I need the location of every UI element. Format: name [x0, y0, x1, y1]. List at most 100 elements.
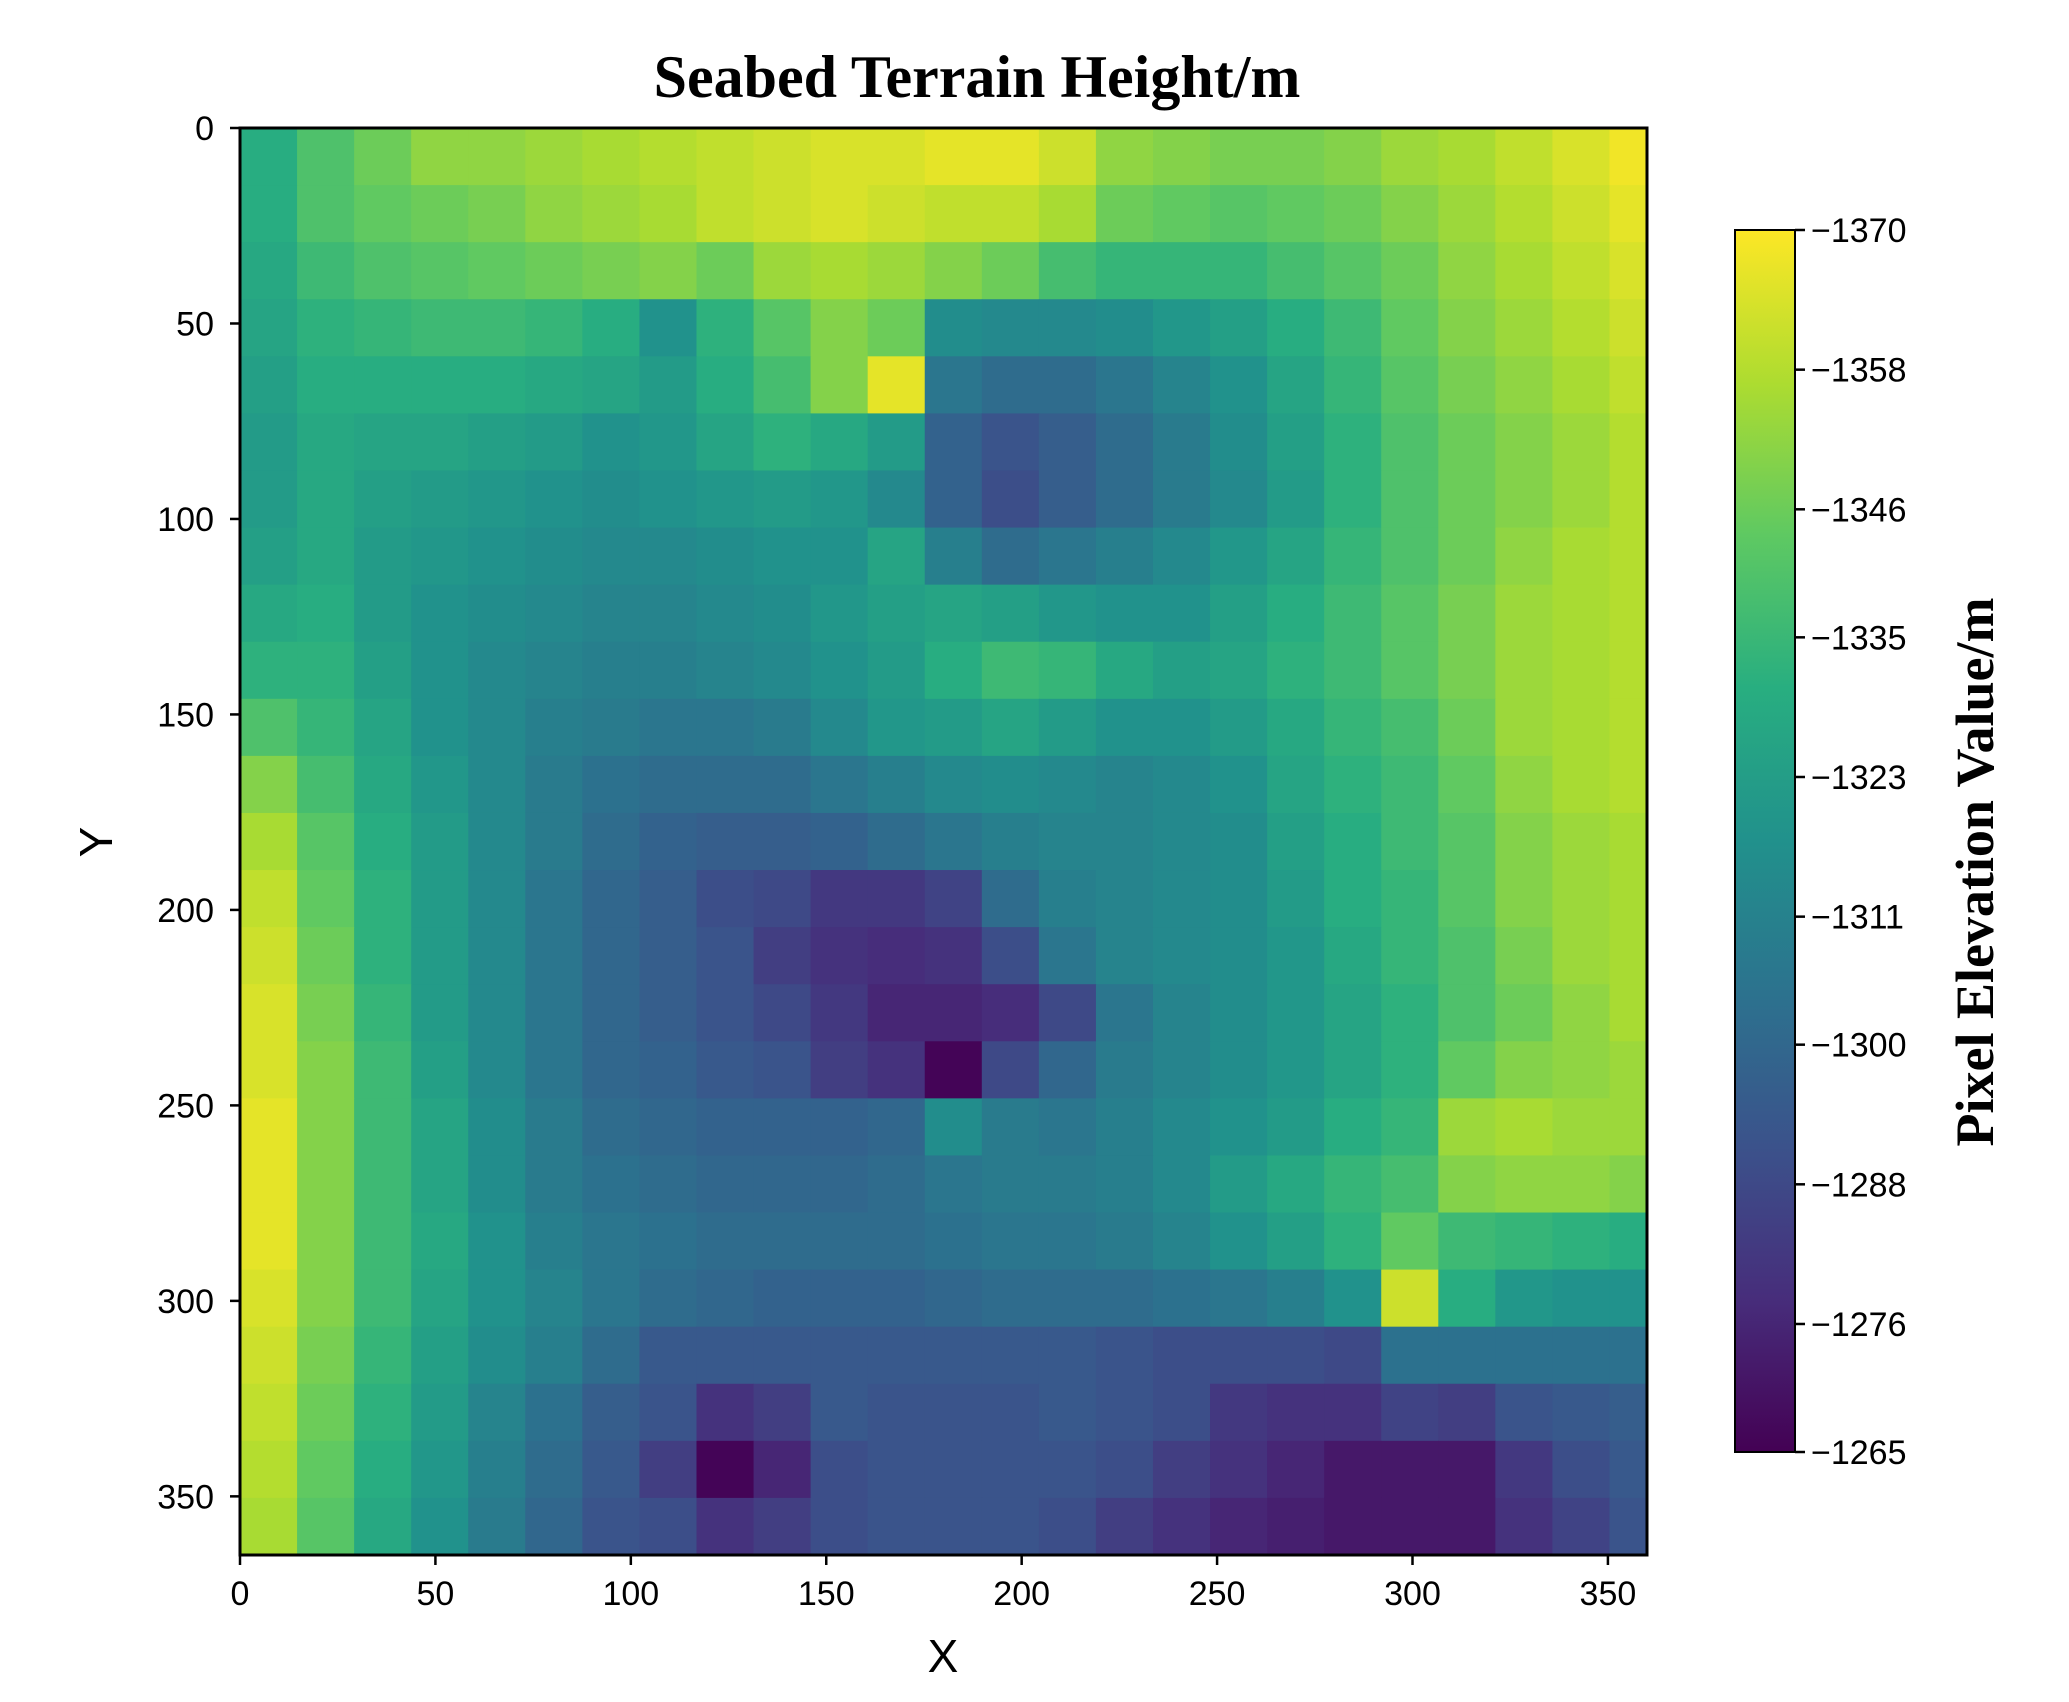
heatmap-cell: [1609, 299, 1648, 357]
heatmap-cell: [1038, 1155, 1097, 1214]
heatmap-cell: [981, 641, 1040, 700]
heatmap-cell: [468, 641, 526, 700]
heatmap-cell: [525, 1326, 583, 1385]
heatmap-cell: [1552, 299, 1611, 357]
heatmap-cell: [1095, 413, 1154, 472]
heatmap-cell: [639, 1041, 698, 1099]
heatmap-cell: [1152, 413, 1211, 472]
heatmap-cell: [582, 1326, 641, 1385]
heatmap-cell: [1552, 984, 1611, 1042]
y-tick-label: 200: [157, 892, 214, 930]
heatmap-cell: [639, 755, 698, 814]
heatmap-cell: [981, 1497, 1040, 1556]
heatmap-cell: [411, 242, 469, 300]
heatmap-cell: [810, 584, 869, 643]
heatmap-cell: [867, 413, 926, 472]
heatmap-cell: [696, 1497, 755, 1556]
heatmap-cell: [525, 1440, 583, 1499]
heatmap-cell: [1324, 185, 1382, 243]
heatmap-cell: [981, 1326, 1040, 1385]
heatmap-cell: [1438, 185, 1496, 243]
heatmap-cell: [468, 1497, 526, 1556]
heatmap-cell: [411, 641, 469, 700]
heatmap-cell: [867, 1269, 926, 1328]
heatmap-cell: [1267, 1098, 1325, 1157]
heatmap-cell: [924, 1212, 983, 1271]
heatmap-cell: [1210, 128, 1268, 186]
heatmap-cell: [696, 1155, 755, 1214]
heatmap-cell: [411, 1383, 469, 1442]
heatmap-cell: [1095, 1041, 1154, 1099]
heatmap-cell: [1210, 1098, 1268, 1157]
heatmap-cell: [981, 242, 1040, 300]
heatmap-cell: [639, 1212, 698, 1271]
heatmap-cell: [1267, 470, 1325, 529]
heatmap-cell: [240, 1155, 298, 1214]
heatmap-cell: [240, 984, 298, 1042]
heatmap-cell: [582, 1155, 641, 1214]
heatmap-cell: [639, 1326, 698, 1385]
heatmap-cell: [411, 413, 469, 472]
heatmap-cell: [1152, 698, 1211, 757]
heatmap-cell: [297, 527, 355, 586]
heatmap-cell: [354, 527, 412, 586]
heatmap-cell: [1324, 1269, 1382, 1328]
heatmap-cell: [1438, 1383, 1496, 1442]
heatmap-cell: [1609, 356, 1648, 414]
heatmap-cell: [240, 356, 298, 414]
heatmap-cell: [1552, 641, 1611, 700]
heatmap-cell: [1552, 1326, 1611, 1385]
heatmap-cell: [1267, 698, 1325, 757]
heatmap-cell: [867, 1497, 926, 1556]
colorbar-tick-label: −1288: [1811, 1166, 1907, 1204]
heatmap-cell: [297, 1155, 355, 1214]
heatmap-cell: [1152, 984, 1211, 1042]
heatmap-cell: [924, 185, 983, 243]
heatmap-cell: [924, 1098, 983, 1157]
heatmap-cell: [468, 1098, 526, 1157]
heatmap-cell: [240, 1269, 298, 1328]
heatmap-cell: [240, 1098, 298, 1157]
heatmap-cell: [354, 470, 412, 529]
heatmap-cell: [1495, 356, 1554, 414]
heatmap-cell: [1495, 584, 1554, 643]
heatmap-cell: [1552, 1212, 1611, 1271]
heatmap-cell: [1495, 1383, 1554, 1442]
heatmap-cell: [1381, 242, 1439, 300]
heatmap-cell: [924, 356, 983, 414]
heatmap-cell: [354, 698, 412, 757]
heatmap-cell: [981, 185, 1040, 243]
heatmap-cell: [810, 984, 869, 1042]
heatmap-cell: [1038, 1269, 1097, 1328]
heatmap-cell: [240, 812, 298, 871]
heatmap-cell: [1552, 1383, 1611, 1442]
heatmap-cell: [1038, 413, 1097, 472]
heatmap-cell: [1267, 755, 1325, 814]
heatmap-cell: [411, 1155, 469, 1214]
heatmap-cell: [525, 1155, 583, 1214]
heatmap-cell: [810, 1440, 869, 1499]
heatmap-cell: [981, 527, 1040, 586]
heatmap-cell: [411, 1326, 469, 1385]
heatmap-cell: [1095, 1098, 1154, 1157]
heatmap-cell: [468, 1155, 526, 1214]
heatmap-cell: [1038, 299, 1097, 357]
heatmap-cell: [1324, 128, 1382, 186]
plot-frame: [238, 126, 1649, 1557]
heatmap-cell: [240, 755, 298, 814]
heatmap-cell: [1210, 984, 1268, 1042]
heatmap-cell: [696, 812, 755, 871]
colorbar: [1734, 229, 1796, 1453]
heatmap-cell: [1495, 128, 1554, 186]
heatmap-cell: [696, 527, 755, 586]
heatmap-cell: [1267, 1497, 1325, 1556]
heatmap-cell: [1609, 755, 1648, 814]
heatmap-cell: [525, 1098, 583, 1157]
heatmap-cell: [354, 128, 412, 186]
heatmap-cell: [582, 527, 641, 586]
heatmap-cell: [1038, 242, 1097, 300]
heatmap-cell: [582, 470, 641, 529]
heatmap-cell: [1609, 1041, 1648, 1099]
heatmap-grid: [240, 128, 1648, 1556]
heatmap-cell: [1324, 927, 1382, 985]
